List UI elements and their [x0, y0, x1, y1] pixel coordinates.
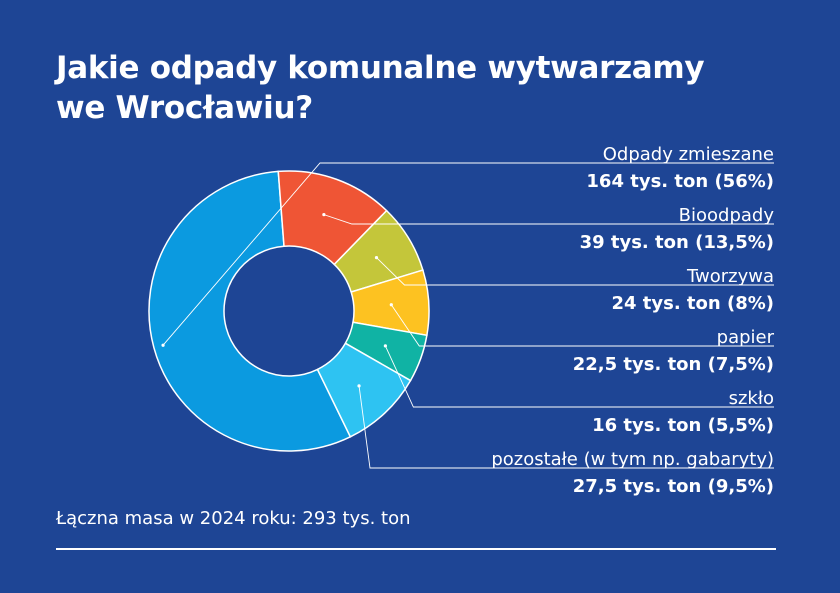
leader-dot-3: [389, 303, 393, 307]
chart-title-line-1: Jakie odpady komunalne wytwarzamy: [56, 50, 705, 86]
bottom-divider: [56, 548, 776, 550]
legend-name-3: papier: [717, 327, 775, 348]
legend-value-4: 16 tys. ton (5,5%): [592, 415, 774, 436]
legend-value-0: 164 tys. ton (56%): [586, 171, 774, 192]
legend-name-0: Odpady zmieszane: [603, 144, 774, 165]
chart-title: Jakie odpady komunalne wytwarzamy we Wro…: [56, 48, 816, 128]
legend-value-1: 39 tys. ton (13,5%): [580, 232, 774, 253]
donut-slice-0: [148, 170, 352, 452]
chart-title-line-2: we Wrocławiu?: [56, 90, 313, 126]
leader-dot-4: [383, 344, 387, 348]
legend-value-2: 24 tys. ton (8%): [611, 293, 774, 314]
legend-name-4: szkło: [729, 388, 774, 409]
legend: Odpady zmieszane 164 tys. ton (56%) Bioodp…: [491, 144, 774, 497]
leader-line-1: [323, 214, 774, 225]
legend-name-1: Bioodpady: [679, 205, 775, 226]
leader-line-2: [376, 257, 774, 286]
leader-lines: [161, 162, 774, 469]
leader-line-0: [162, 162, 774, 346]
leader-dot-1: [322, 213, 326, 217]
donut-slices: [148, 170, 430, 452]
leader-line-5: [358, 385, 774, 469]
leader-line-3: [390, 304, 774, 347]
legend-name-2: Tworzywa: [686, 266, 774, 287]
leader-dot-2: [374, 255, 379, 260]
legend-name-5: pozostałe (w tym np. gabaryty): [491, 449, 774, 470]
donut-slice-5: [316, 342, 412, 438]
leader-dot-5: [357, 384, 361, 388]
total-mass-note: Łączna masa w 2024 roku: 293 tys. ton: [56, 508, 411, 529]
leader-dot-0: [161, 343, 165, 347]
legend-value-3: 22,5 tys. ton (7,5%): [573, 354, 774, 375]
leader-line-4: [384, 345, 774, 408]
legend-value-5: 27,5 tys. ton (9,5%): [573, 476, 774, 497]
